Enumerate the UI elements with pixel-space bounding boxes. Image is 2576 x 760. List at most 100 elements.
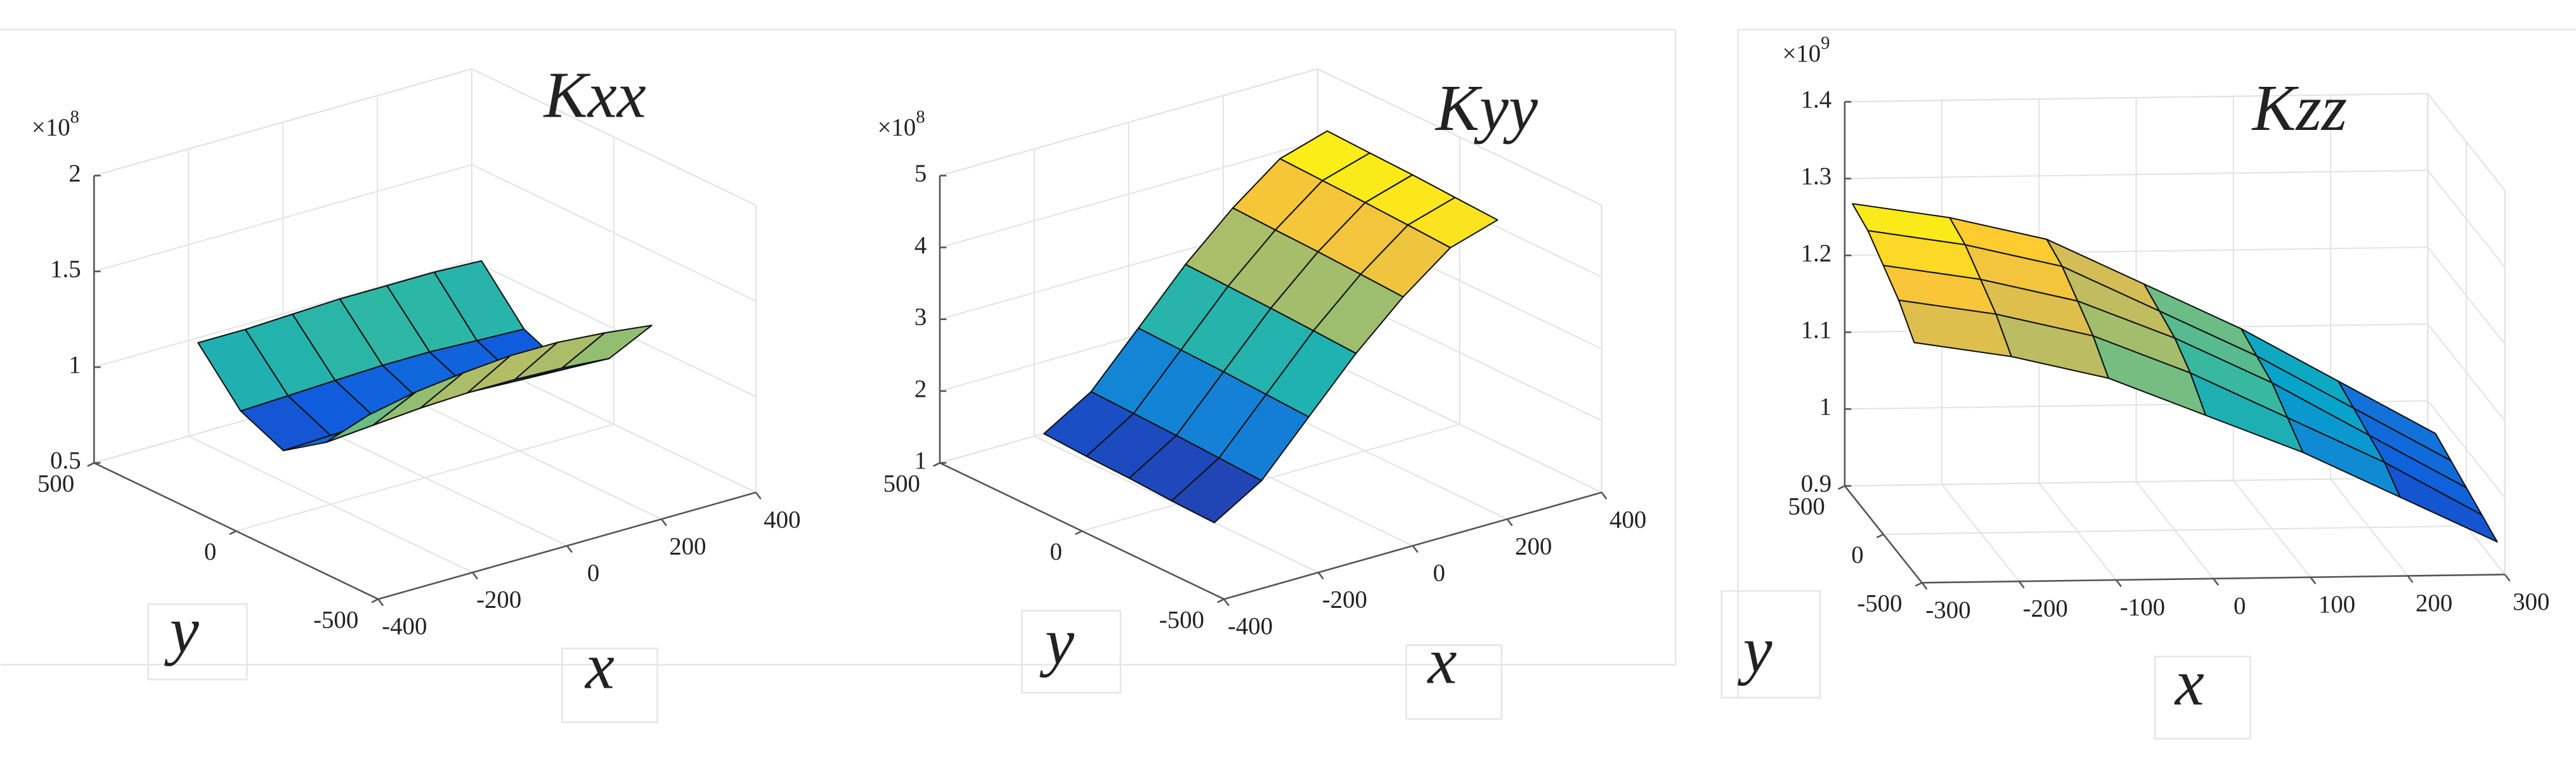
grid-line	[1883, 525, 2467, 535]
exponent-base: ×10	[878, 113, 916, 141]
grid-line	[94, 164, 472, 273]
x-tick-label: 0	[1433, 560, 1445, 587]
z-tick-label: 1	[1819, 393, 1831, 420]
chart-title: Kzz	[2251, 72, 2347, 145]
exponent-base: ×10	[32, 113, 70, 141]
y-tick	[1217, 598, 1225, 603]
x-tick	[1601, 492, 1608, 500]
grid-line	[94, 259, 472, 368]
z-tick-label: 1.3	[1801, 163, 1832, 190]
grid-line	[1844, 169, 2428, 179]
chart-title: Kyy	[1434, 72, 1538, 145]
surface-cell	[325, 391, 417, 443]
x-tick	[472, 572, 479, 580]
x-tick	[2407, 575, 2414, 583]
y-tick	[87, 462, 94, 467]
exponent-power: 8	[70, 107, 79, 127]
y-tick-label: -500	[1159, 606, 1204, 633]
x-tick-label: 200	[2416, 589, 2452, 617]
x-tick	[2310, 576, 2317, 584]
x-tick	[566, 545, 573, 553]
x-tick	[1317, 572, 1324, 580]
x-tick	[1412, 545, 1419, 553]
z-tick-label: 1.1	[1801, 316, 1832, 344]
y-axis-label: y	[1738, 614, 1773, 686]
grid-line	[2427, 400, 2506, 498]
z-tick-label: 0.5	[50, 447, 81, 474]
z-tick-label: 2	[68, 160, 81, 187]
surface-cell	[1171, 457, 1263, 524]
y-tick	[1876, 533, 1884, 539]
grid-line	[1844, 93, 2428, 103]
z-tick-label: 1.4	[1801, 86, 1832, 113]
x-tick-label: 300	[2513, 588, 2549, 615]
x-axis-line	[1223, 491, 1602, 600]
grid-line	[1081, 423, 1460, 532]
y-tick-label: 500	[37, 470, 74, 497]
y-tick	[229, 530, 237, 536]
x-axis-label: x	[584, 631, 615, 703]
y-tick-label: -500	[313, 606, 358, 633]
z-tick-label: 1.2	[1801, 240, 1832, 267]
y-tick-label: -500	[1857, 589, 1902, 617]
x-tick-label: 200	[669, 532, 706, 560]
x-tick-label: 400	[1610, 506, 1646, 533]
grid-line	[471, 68, 757, 206]
grid-line	[1317, 356, 1603, 493]
z-tick-label: 4	[914, 231, 927, 259]
z-tick-label: 1	[68, 351, 81, 378]
x-tick-label: 100	[2319, 591, 2355, 618]
x-tick	[2213, 578, 2220, 586]
z-tick-label: 0.9	[1801, 470, 1832, 497]
x-tick-label: 400	[764, 506, 800, 533]
x-tick-label: -300	[1925, 596, 1970, 624]
panel-frames	[0, 29, 2576, 740]
y-tick-label: 0	[1050, 538, 1062, 565]
grid-line	[236, 423, 615, 532]
grid-line	[939, 68, 1318, 177]
y-tick	[1915, 582, 1923, 587]
x-tick-label: -200	[2023, 595, 2068, 622]
x-tick-label: -200	[1322, 586, 1367, 614]
x-tick-label: -400	[382, 613, 427, 640]
x-tick	[2116, 579, 2122, 588]
x-tick	[661, 518, 667, 527]
x-axis-label: x	[1426, 626, 1457, 698]
z-exponent: ×108	[878, 107, 925, 141]
x-tick	[2018, 581, 2025, 589]
z-exponent: ×108	[32, 107, 79, 141]
y-tick-label: 0	[1851, 541, 1863, 569]
grid-line	[2427, 93, 2506, 191]
exponent-power: 9	[1821, 33, 1830, 53]
x-axis-label: x	[2174, 647, 2204, 719]
y-tick	[371, 598, 379, 603]
y-tick-label: 500	[1788, 493, 1825, 520]
y-tick	[933, 462, 940, 467]
y-tick	[1075, 530, 1083, 536]
grid-line	[1844, 477, 2428, 487]
x-tick	[755, 492, 762, 500]
exponent-power: 8	[916, 107, 925, 127]
z-tick-label: 2	[914, 375, 927, 403]
y-tick-label: 0	[204, 538, 216, 565]
x-tick	[1223, 598, 1230, 607]
grid-line	[471, 259, 757, 397]
y-tick	[1837, 485, 1845, 490]
z-tick-label: 1.5	[50, 255, 81, 283]
grid-line	[2427, 247, 2506, 345]
y-tick-label: 500	[883, 470, 920, 497]
x-tick	[377, 598, 384, 607]
z-tick-label: 5	[914, 160, 927, 187]
chart-title: Kxx	[543, 59, 646, 131]
x-tick	[2504, 574, 2511, 582]
x-tick-label: -200	[476, 586, 521, 614]
x-tick	[1506, 518, 1513, 527]
x-tick-label: -100	[2120, 594, 2165, 621]
z-exponent: ×109	[1782, 33, 1830, 67]
x-tick-label: 0	[2234, 592, 2246, 619]
grid-line	[2427, 170, 2506, 268]
